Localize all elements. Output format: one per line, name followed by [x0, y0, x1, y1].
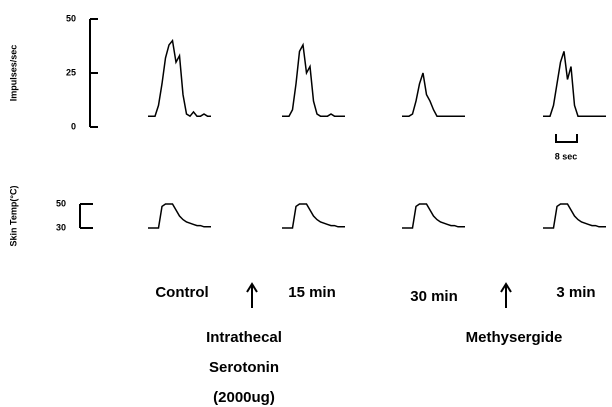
- y-tick-label: 0: [71, 121, 76, 131]
- condition-label: 15 min: [288, 284, 336, 301]
- y-label: Impulses/sec: [8, 45, 18, 102]
- trace: [402, 72, 465, 117]
- trace: [543, 51, 606, 117]
- trace: [543, 203, 606, 229]
- y-tick-label: 25: [66, 67, 76, 77]
- scale-bar-label: 8 sec: [555, 151, 578, 161]
- condition-label: Control: [155, 284, 208, 301]
- annotation: (2000ug): [213, 389, 275, 406]
- annotation: Methysergide: [466, 329, 563, 346]
- trace: [282, 42, 345, 117]
- y-tick-label: 50: [66, 13, 76, 23]
- arrow: [246, 282, 258, 308]
- condition-label: 3 min: [556, 284, 595, 301]
- y-tick-label: 30: [56, 222, 66, 232]
- condition-label: 30 min: [410, 288, 458, 305]
- trace: [148, 203, 211, 229]
- annotation: Serotonin: [209, 359, 279, 376]
- arrow: [500, 282, 512, 308]
- trace: [148, 38, 211, 118]
- trace: [282, 203, 345, 229]
- annotation: Intrathecal: [206, 329, 282, 346]
- trace: [402, 203, 465, 229]
- scale-bar: [555, 134, 578, 143]
- y-label: Skin Temp(°C): [8, 186, 18, 247]
- y-tick-label: 50: [56, 198, 66, 208]
